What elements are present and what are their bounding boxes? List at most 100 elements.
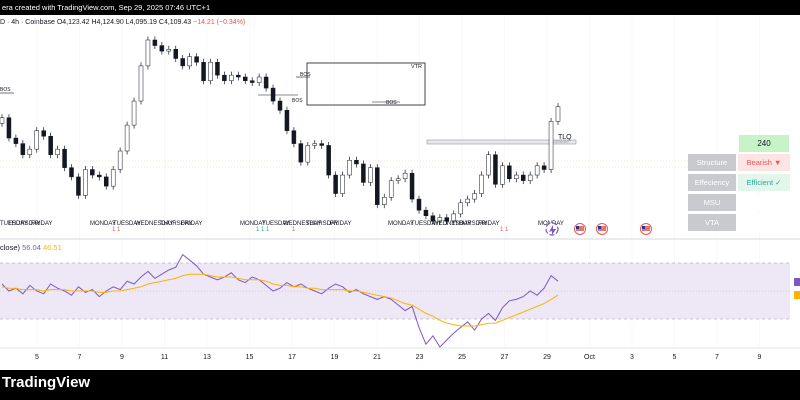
candle [521,174,526,181]
flag-icon-1[interactable] [574,223,586,235]
candle [124,124,130,152]
candle [187,56,192,67]
candle [249,80,255,83]
candle [166,49,172,52]
vtr-box [306,62,426,106]
candle [229,74,234,81]
day-label: TUESDAY [0,221,28,227]
candle [236,74,241,78]
x-tick-label: 19 [331,354,339,361]
candle [312,143,317,146]
candle [222,74,227,81]
candle [13,137,19,144]
candle [361,163,366,183]
close-value: C4,109.43 [158,19,192,26]
day-label: FRIDAY [181,221,203,227]
effeciency-value: Efficient ✓ [738,174,790,191]
x-tick-label: 11 [161,354,168,361]
time-axis[interactable]: 5 7 9 11 13 15 17 19 21 23 25 27 29 Oct 3 5 7 9 [35,354,762,361]
candle [201,61,206,81]
tlq-label: TLQ [558,134,572,141]
day-label: THURSDAY [160,221,193,227]
candle [409,172,415,200]
candle [90,169,95,176]
x-tick-label: 13 [203,354,211,361]
candle [402,172,408,179]
candle [173,49,178,59]
day-label: 1 1 1 [256,227,270,233]
rsi-value: 56.04 [22,243,41,252]
day-label: TUESDAY [411,221,439,227]
candle [423,209,429,216]
candle [117,150,123,170]
candle [382,197,387,205]
chart-canvas[interactable]: VTR TLQ Extreme BOS BOS BOS BOS TUESDAYT… [0,15,800,370]
day-label: WEDNESDAY [283,221,321,227]
event-icon-1[interactable] [545,222,559,236]
x-tick-label: 17 [288,354,296,361]
candle [284,110,290,131]
candle [444,217,450,222]
candle [62,148,67,168]
candle [291,130,297,144]
candle [145,39,151,67]
candle [465,198,470,204]
candle [534,165,540,176]
x-tick-label: 9 [120,354,124,361]
footer-brand: TradingView [0,370,800,400]
day-label: THURSDAY [306,221,339,227]
timeframe-badge: 240 [739,135,789,152]
candle [138,65,144,102]
x-tick-label: Oct [584,354,595,361]
flag-icon-3[interactable] [640,223,652,235]
candle [326,145,331,176]
candle [354,160,359,165]
x-tick-label: 9 [758,354,762,361]
candle [208,61,213,81]
day-label: MONDAY [90,221,116,227]
day-label: TUESDAY [262,221,290,227]
candle [34,130,39,150]
header-text: era created with TradingView.com, Sep 29… [2,3,211,12]
price-series [0,36,561,225]
candle [479,174,484,194]
extreme-label: Extreme [552,139,569,144]
candle [437,217,443,222]
day-label: 1 1 [500,227,509,233]
x-tick-label: 7 [715,354,719,361]
day-label: THURSDAY [8,221,41,227]
candle [215,61,220,76]
rsi-source: close) [0,243,21,252]
candle [180,58,185,67]
candle [270,87,276,102]
candle [83,169,88,196]
change-value: −14.21 (−0.34%) [193,19,246,26]
event-icons[interactable] [545,222,652,236]
candle [368,167,373,183]
day-label: MONDAY [240,221,266,227]
x-tick-label: 23 [416,354,424,361]
chart-area[interactable]: D · 4h · Coinbase O4,123.42 H4,124.90 L4… [0,15,800,370]
candle [451,213,456,222]
day-label: FRIDAY [330,221,352,227]
candle [298,143,304,163]
candle [375,167,380,205]
candle [41,130,46,137]
day-label: WEDNESDAY [135,221,173,227]
candle [55,148,60,155]
flag-icon-2[interactable] [596,223,608,235]
candle [486,154,491,176]
candle [388,180,394,198]
candle [555,106,561,122]
candle [76,176,81,196]
candle [263,76,269,89]
candle [305,145,311,163]
rsi-ma-line [1,273,559,327]
tradingview-logo: TradingView [2,374,91,391]
candle [6,117,12,139]
rsi-band-fill [0,263,790,319]
bos-label-1: BOS [0,87,11,93]
msu-label: MSU [688,194,736,211]
candle [340,174,345,194]
rsi-scale-marker-1 [794,278,800,286]
